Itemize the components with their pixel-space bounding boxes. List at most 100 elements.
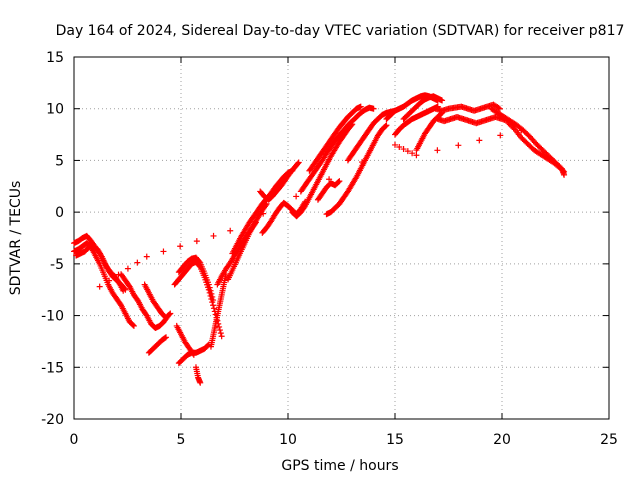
data-point <box>227 227 234 234</box>
series-arc-16 <box>257 159 302 203</box>
y-tick-label: -5 <box>50 257 64 273</box>
y-tick-labels: -20 -15 -10 -5 0 5 10 15 <box>41 50 64 428</box>
y-tick-label: 5 <box>55 153 64 169</box>
data-point <box>434 147 441 154</box>
series-arc-19 <box>297 104 377 195</box>
series-arc-18 <box>289 121 356 220</box>
data-point <box>294 160 301 167</box>
data-point <box>209 293 216 300</box>
series-arc-8 <box>192 364 204 386</box>
data-point <box>370 105 377 112</box>
y-tick-label: -15 <box>41 360 64 376</box>
data-points <box>71 92 568 386</box>
data-point <box>216 327 223 334</box>
y-tick-label: -20 <box>41 412 64 428</box>
data-point <box>210 305 217 312</box>
data-point <box>206 284 213 291</box>
data-point <box>210 302 217 309</box>
series-arc-21 <box>314 178 343 203</box>
series-arc-2 <box>71 240 137 329</box>
data-point <box>382 123 389 130</box>
grid-lines <box>74 57 609 419</box>
data-point <box>326 176 333 183</box>
data-point <box>518 127 525 134</box>
x-tick-label: 15 <box>386 432 404 448</box>
data-point <box>143 253 150 260</box>
data-point <box>160 248 167 255</box>
data-point <box>166 311 173 318</box>
data-point <box>96 283 103 290</box>
series-arc-12 <box>207 271 229 350</box>
data-point <box>439 97 446 104</box>
x-tick-label: 25 <box>600 432 618 448</box>
axis-ticks <box>73 56 610 420</box>
data-point <box>400 146 407 153</box>
data-point <box>260 210 267 217</box>
data-point <box>359 159 366 166</box>
data-point <box>383 122 390 129</box>
data-point <box>409 150 416 157</box>
x-axis-label: GPS time / hours <box>281 458 398 474</box>
data-point <box>336 178 343 185</box>
data-point <box>204 342 211 349</box>
data-point <box>295 159 302 166</box>
x-tick-label: 10 <box>279 432 297 448</box>
series-arc-28 <box>432 101 503 114</box>
data-point <box>193 238 200 245</box>
series-arc-31 <box>505 120 568 175</box>
data-point <box>115 271 122 278</box>
y-tick-label: 10 <box>46 102 64 118</box>
y-axis-label: SDTVAR / TECUs <box>8 181 24 296</box>
series-arc-23 <box>344 107 398 164</box>
series-arc-11 <box>175 254 217 304</box>
data-point <box>217 330 224 337</box>
data-point <box>357 103 364 110</box>
data-point <box>476 137 483 144</box>
x-tick-label: 20 <box>493 432 511 448</box>
data-point <box>124 265 131 272</box>
data-point <box>130 322 137 329</box>
data-point <box>177 243 184 250</box>
data-point <box>189 350 196 357</box>
data-point <box>413 152 420 159</box>
data-point <box>392 141 398 148</box>
data-point <box>208 290 215 297</box>
series-arc-4 <box>118 271 172 331</box>
series-arc-9 <box>173 322 197 358</box>
x-tick-label: 0 <box>70 432 79 448</box>
series-arc-20 <box>306 103 364 174</box>
series-arc-22 <box>323 122 390 218</box>
data-point <box>497 132 504 139</box>
y-tick-label: -10 <box>41 309 64 325</box>
data-point <box>218 333 225 340</box>
series-isolated <box>96 127 525 290</box>
data-point <box>561 168 568 175</box>
chart-title: Day 164 of 2024, Sidereal Day-to-day VTE… <box>56 23 625 39</box>
series-arc-3 <box>73 242 127 294</box>
data-point <box>205 281 212 288</box>
data-point <box>216 323 223 330</box>
data-point <box>163 334 170 341</box>
data-point <box>196 258 203 265</box>
data-point <box>190 351 197 358</box>
data-point <box>162 334 169 341</box>
series-arc-26 <box>400 93 446 123</box>
data-point <box>396 143 403 150</box>
data-point <box>106 277 113 284</box>
data-point <box>335 178 342 185</box>
series-arc-25 <box>392 103 441 138</box>
y-tick-label: 0 <box>55 205 64 221</box>
series-arc-6 <box>145 334 170 356</box>
series-arc-5 <box>141 281 174 321</box>
data-point <box>120 287 127 294</box>
data-point <box>167 310 174 317</box>
data-point <box>455 142 462 149</box>
plot-frame <box>73 56 610 420</box>
y-tick-label: 15 <box>46 50 64 66</box>
data-point <box>207 287 214 294</box>
data-point <box>495 104 502 111</box>
data-point <box>134 259 141 266</box>
data-point <box>130 322 137 329</box>
x-tick-labels: 0 5 10 15 20 25 <box>70 432 618 448</box>
